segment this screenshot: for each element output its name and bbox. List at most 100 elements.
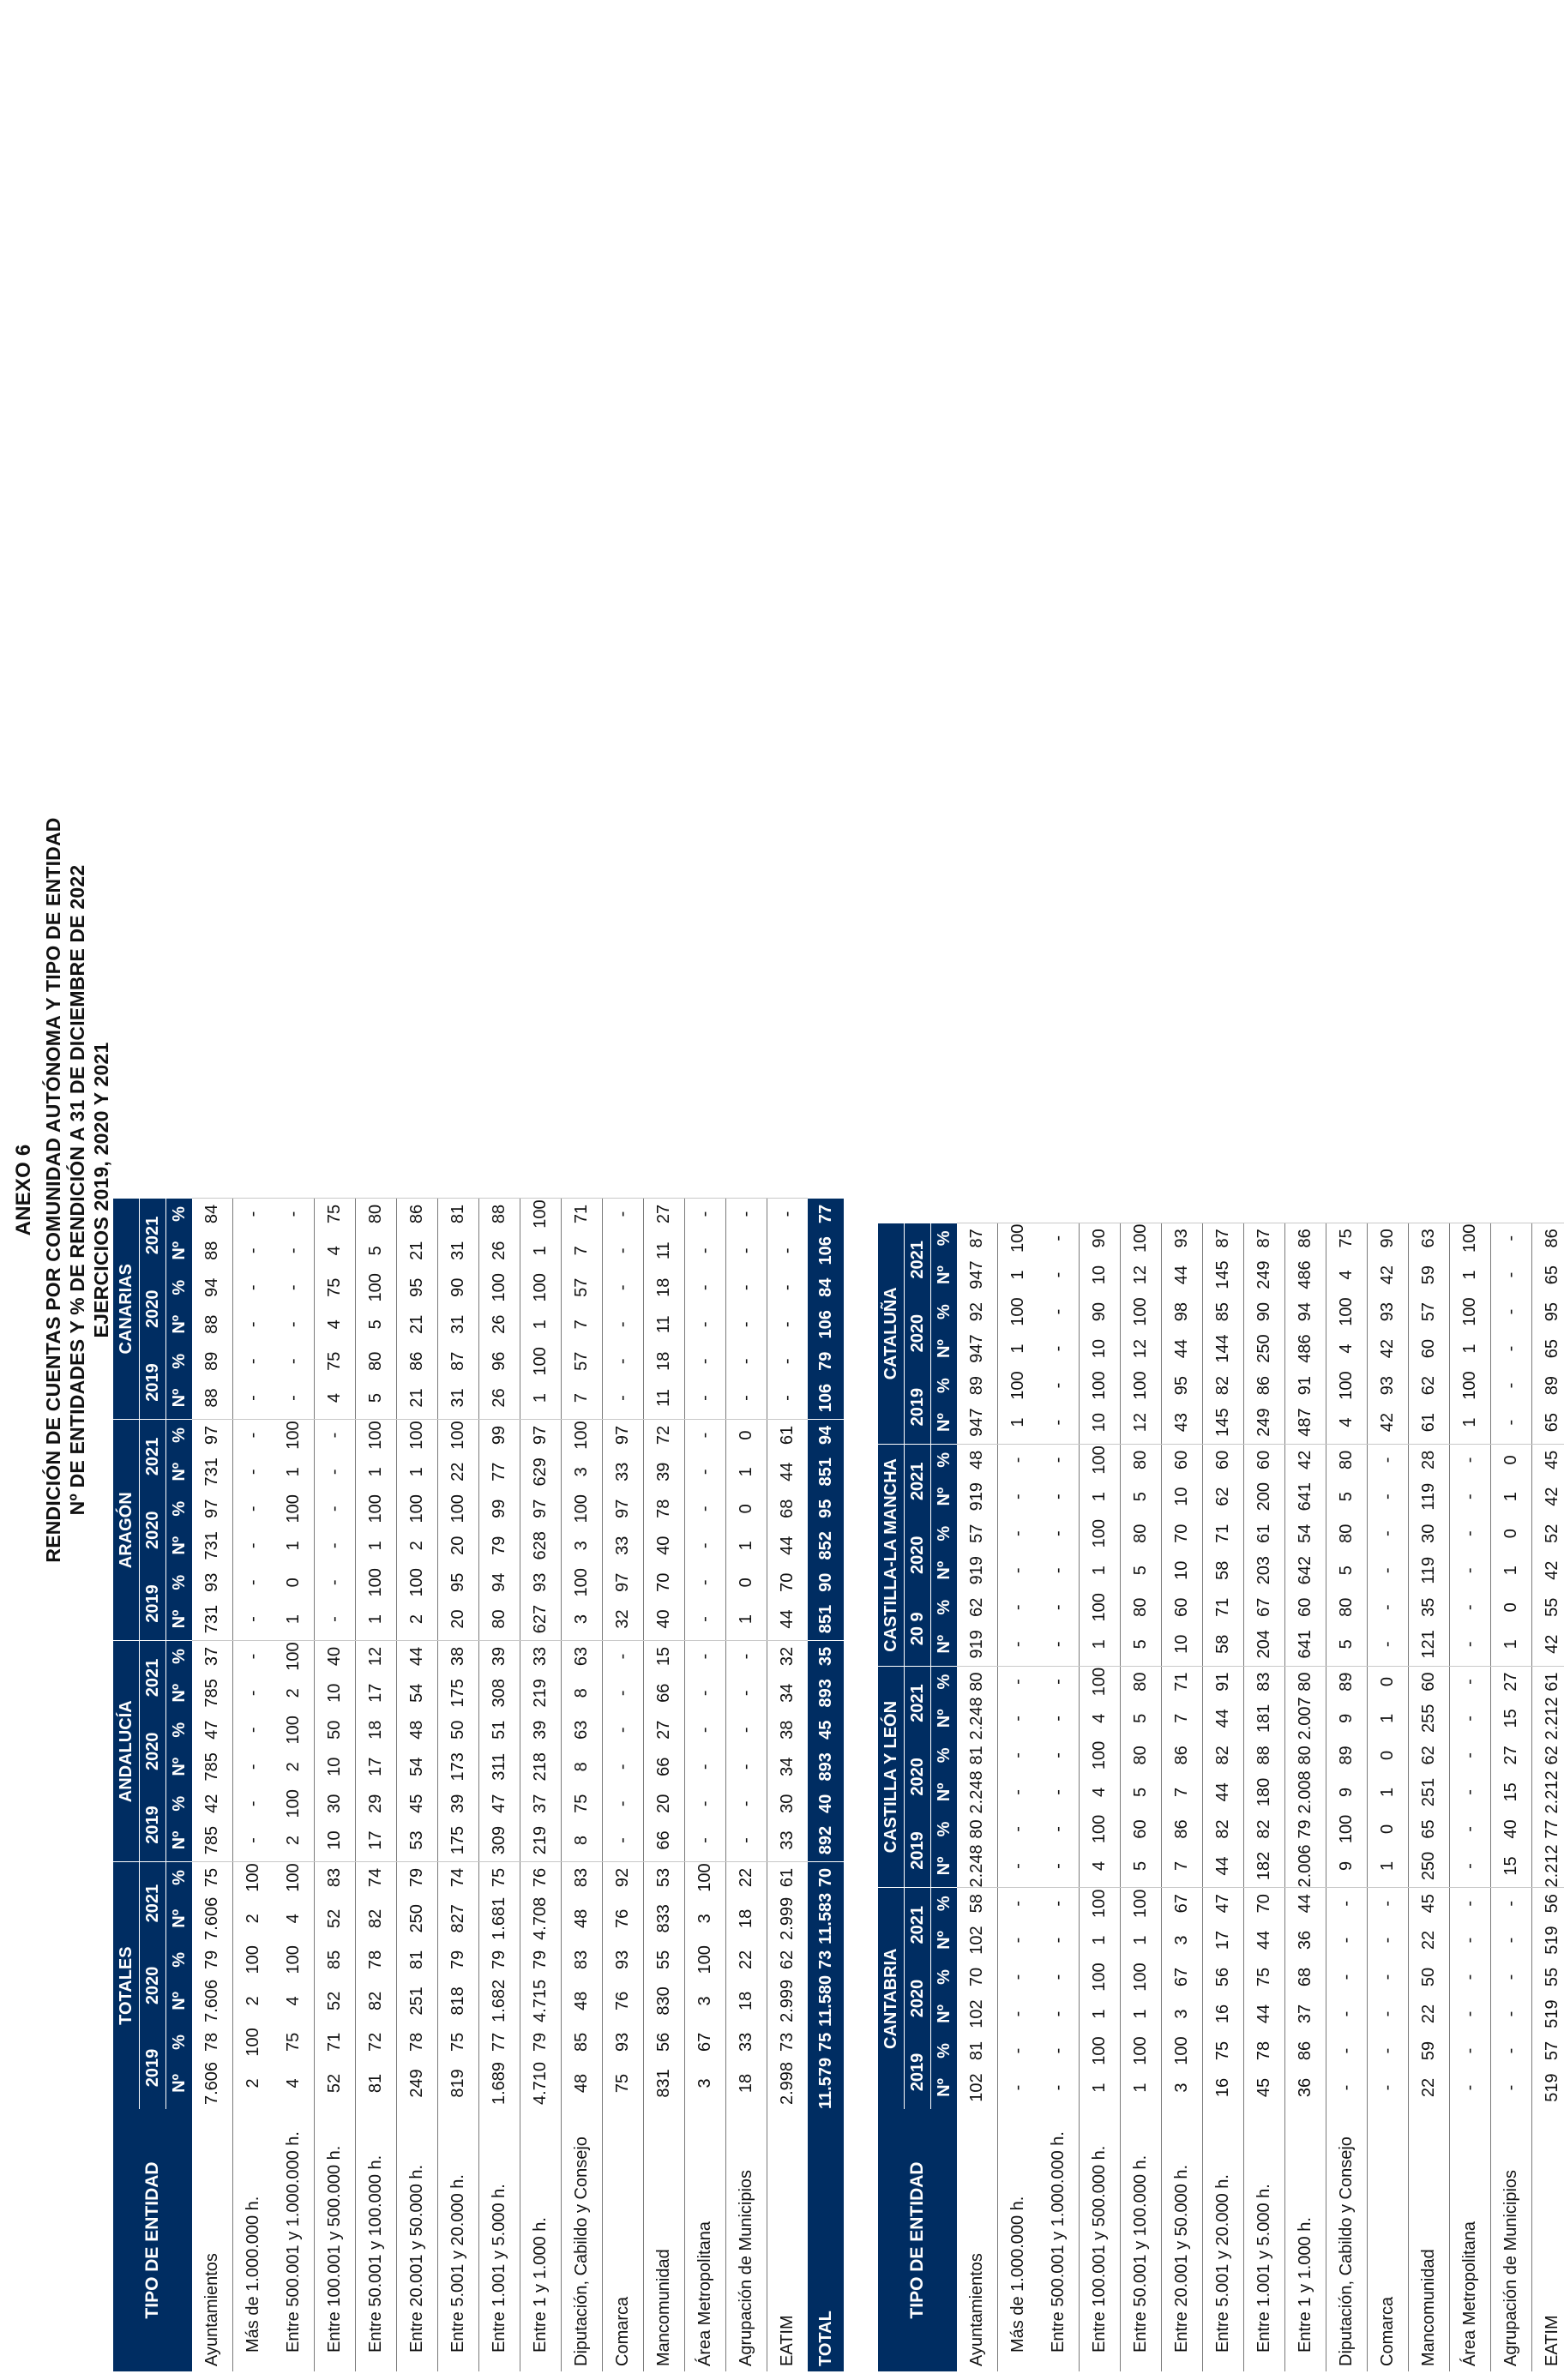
count-cell: - [684, 1450, 726, 1494]
pct-cell: 100 [284, 1494, 303, 1524]
pct-cell: 87 [1243, 1223, 1285, 1254]
pct-cell: 100 [1079, 1591, 1121, 1623]
pct-cell: 30 [314, 1788, 356, 1819]
count-cell: 2.998 [767, 2057, 808, 2109]
pct-cell: 72 [355, 2026, 397, 2058]
table-row: Más de 1.000.000 h. - - - - - - - - - - - - - - - - - -1 10… [997, 1223, 1038, 2371]
pct-cell: - [1490, 1223, 1532, 1254]
count-cell: 22 [437, 1450, 479, 1494]
table-row: Entre 50.001 y 100.000 h. 81 72 82 78 82 74 17 2… [355, 1198, 397, 2371]
pct-cell: 100 [355, 1493, 397, 1524]
count-cell: 2.999 [767, 1974, 808, 2027]
pct-cell: 78 [202, 2032, 221, 2052]
pct-cell: 86 [396, 1198, 438, 1229]
count-cell: - [602, 1671, 644, 1715]
pct-cell: 75 [1243, 1962, 1285, 1992]
pct-cell: 82 [1202, 1740, 1244, 1771]
row-label: Más de 1.000.000 h. [997, 2109, 1038, 2371]
count-cell: 486 [1284, 1327, 1326, 1371]
pct-cell: 71 [561, 1198, 603, 1229]
pct-cell: 70 [643, 1566, 685, 1598]
count-cell: 37 [1284, 1992, 1326, 2035]
count-cell: 7 [561, 1302, 603, 1346]
pct-cell: - [1049, 1826, 1068, 1832]
pct-cell: 80 [1284, 1666, 1326, 1698]
row-label: Entre 50.001 y 100.000 h. [1120, 2109, 1162, 2371]
pct-cell: 78 [643, 1493, 685, 1524]
pct-cell: - [602, 1640, 644, 1672]
count-cell: 251 [396, 1974, 438, 2027]
pct-cell: - [1449, 1740, 1491, 1771]
region-header: CANARIAS [113, 1198, 140, 1420]
pct-cell: - [1449, 1444, 1491, 1475]
num-header: Nº [165, 1229, 192, 1272]
count-cell: - [1367, 1548, 1409, 1592]
count-cell: 43 [1161, 1401, 1203, 1445]
pct-cell: - [1449, 1888, 1491, 1919]
count-cell: 2.248 [967, 1844, 986, 1888]
count-cell: 1 [997, 1327, 1038, 1371]
count-cell: 12 [1120, 1401, 1162, 1445]
pct-cell: 38 [437, 1640, 479, 1672]
pct-cell: 100 [520, 1271, 562, 1303]
count-cell: 44 [1161, 1327, 1203, 1371]
count-cell: 11.579 [808, 2057, 844, 2109]
pct-cell: 80 [355, 1198, 397, 1229]
pct-cell: 93 [1161, 1223, 1203, 1254]
pct-header: % [930, 1444, 957, 1475]
num-header: Nº [930, 1401, 957, 1445]
row-label: Agrupación de Municipios [1490, 2109, 1532, 2371]
pct-cell: 82 [1202, 1370, 1244, 1402]
pct-cell: - [1326, 1888, 1368, 1919]
count-cell: 80 [478, 1597, 520, 1641]
pct-cell: 67 [684, 2026, 726, 2058]
pct-cell: 100 [1120, 1296, 1162, 1328]
count-cell: - [1449, 1992, 1491, 2035]
count-cell: 12 [1120, 1327, 1162, 1371]
count-cell: 3 [684, 2057, 726, 2109]
pct-cell: 63 [561, 1714, 603, 1746]
count-cell: 33 [767, 1818, 808, 1862]
count-cell: 2 [284, 1688, 303, 1698]
pct-cell: 48 [396, 1714, 438, 1746]
row-label: Entre 20.001 y 50.000 h. [396, 2109, 438, 2371]
pct-cell: 84 [192, 1198, 233, 1229]
count-cell: 26 [478, 1376, 520, 1420]
pct-header: % [165, 1566, 192, 1598]
pct-cell: - [725, 1345, 767, 1377]
pct-cell: 33 [725, 2026, 767, 2058]
pct-cell: 0 [725, 1493, 767, 1524]
pct-cell: 50 [437, 1714, 479, 1746]
pct-cell: 42 [202, 1794, 221, 1813]
pct-cell: 100 [232, 1944, 274, 1975]
count-cell: 16 [1202, 1992, 1244, 2035]
table-row: Entre 500.001 y 1.000.000 h. - - - - - - - - - - - -… [1038, 1223, 1080, 2371]
pct-cell: - [1326, 1962, 1368, 1992]
count-cell: - [1049, 1345, 1068, 1352]
pct-cell: 40 [808, 1788, 844, 1819]
pct-cell: 100 [1449, 1370, 1491, 1402]
pct-cell: 89 [1531, 1370, 1564, 1402]
count-cell: 54 [396, 1745, 438, 1788]
count-cell: - [1367, 2066, 1409, 2109]
count-cell: 947 [967, 1408, 986, 1437]
count-cell: 15 [1490, 1770, 1532, 1814]
pct-cell: 73 [808, 1944, 844, 1975]
count-cell: 7 [561, 1229, 603, 1272]
count-cell: 5 [1120, 1475, 1162, 1518]
pct-cell: 80 [1326, 1444, 1368, 1475]
count-cell: 818 [437, 1974, 479, 2027]
pct-cell: 59 [1408, 2035, 1450, 2066]
count-cell: - [1049, 1419, 1068, 1426]
pct-cell: 94 [202, 1277, 221, 1297]
pct-cell: 100 [1120, 2035, 1162, 2066]
pct-cell: 95 [396, 1271, 438, 1303]
pct-cell: - [767, 1345, 808, 1377]
pct-cell: 60 [1161, 1591, 1203, 1623]
pct-cell: 79 [808, 1345, 844, 1377]
pct-cell: 75 [314, 1271, 356, 1303]
count-cell: 1 [1079, 1992, 1121, 2035]
pct-cell: - [314, 1566, 356, 1598]
year-header: 2020 [139, 1271, 166, 1346]
pct-cell: 75 [1326, 1223, 1368, 1254]
